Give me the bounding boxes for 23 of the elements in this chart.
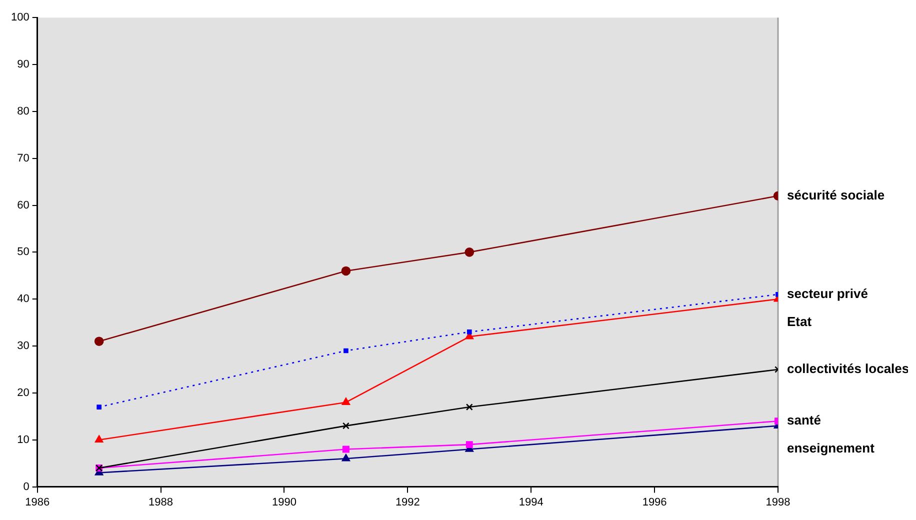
x-tick-label: 1990	[272, 496, 296, 508]
y-tick-label: 40	[17, 293, 30, 306]
y-tick-label: 100	[10, 12, 30, 24]
x-tick-label: 1988	[148, 496, 174, 508]
y-tick-label: 90	[17, 58, 30, 71]
x-tick-label: 1986	[25, 496, 50, 508]
x-tick-label: 1992	[395, 496, 420, 508]
y-tick-label: 20	[17, 386, 30, 399]
y-tick-label: 80	[17, 105, 30, 118]
y-tick-label: 70	[17, 152, 30, 164]
series-label: santé	[787, 412, 821, 428]
series-label: enseignement	[787, 440, 876, 456]
y-tick-label: 0	[23, 480, 30, 493]
series-label: sécurité sociale	[787, 187, 885, 202]
x-tick-label: 1994	[518, 496, 544, 508]
series-label: secteur privé	[787, 286, 868, 302]
x-tick-label: 1996	[642, 496, 667, 508]
y-tick-label: 10	[17, 434, 30, 446]
x-tick-label: 1998	[766, 496, 790, 508]
y-tick-label: 60	[17, 199, 30, 212]
series-label: Etat	[787, 314, 812, 330]
y-tick-label: 50	[17, 246, 30, 258]
y-tick-label: 30	[17, 340, 30, 352]
